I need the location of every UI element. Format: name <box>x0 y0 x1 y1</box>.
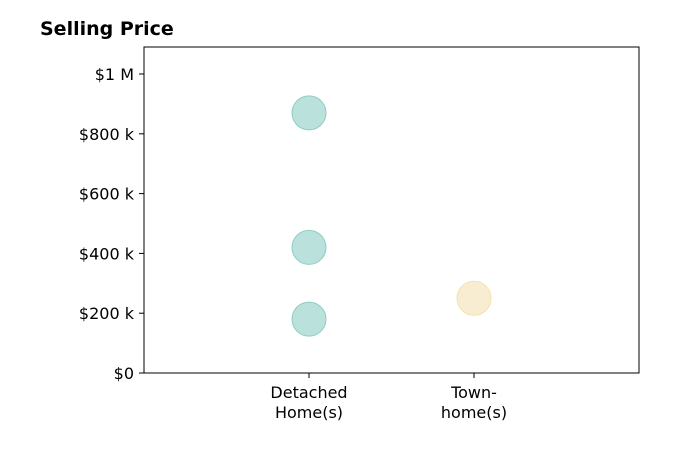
y-tick-label: $1 M <box>95 65 134 84</box>
data-point <box>291 229 327 265</box>
data-points <box>291 95 492 337</box>
x-tick-label: Town- <box>450 383 497 402</box>
y-tick-label: $800 k <box>79 125 135 144</box>
y-tick-label: $400 k <box>79 244 135 263</box>
data-point <box>456 280 492 316</box>
data-point <box>291 95 327 131</box>
y-tick-label: $200 k <box>79 304 135 323</box>
plot-area-frame <box>143 46 640 374</box>
y-tick-label: $0 <box>114 364 134 383</box>
chart-title: Selling Price <box>40 18 174 40</box>
x-tick-label: home(s) <box>441 403 507 422</box>
y-axis: $0 $200 k $400 k $600 k $800 k $1 M <box>79 65 144 383</box>
x-tick-label: Detached <box>270 383 347 402</box>
data-point <box>291 301 327 337</box>
x-tick-label: Home(s) <box>275 403 343 422</box>
y-tick-label: $600 k <box>79 185 135 204</box>
